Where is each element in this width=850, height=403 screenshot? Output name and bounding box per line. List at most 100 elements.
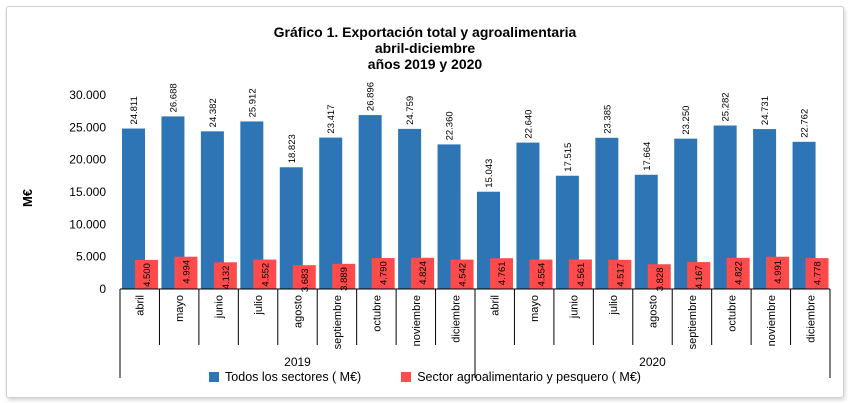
data-label-sector-agroalimentario: 4.822 xyxy=(734,261,745,285)
y-tick-label: 15.000 xyxy=(69,185,106,199)
data-label-todos-los-sectores: 17.515 xyxy=(563,143,574,172)
bar-todos-los-sectores xyxy=(674,138,698,289)
bar-sector-agroalimentario xyxy=(174,256,198,289)
category-label: junio xyxy=(214,295,226,319)
chart-title-line-2: abril-diciembre xyxy=(374,40,476,56)
bar-sector-agroalimentario xyxy=(371,258,395,289)
bar-sector-agroalimentario xyxy=(411,257,435,289)
data-label-todos-los-sectores: 22.360 xyxy=(445,111,456,140)
category-label: octubre xyxy=(726,295,738,332)
category-label: diciembre xyxy=(450,295,462,343)
bar-sector-agroalimentario xyxy=(726,257,750,289)
data-label-sector-agroalimentario: 4.167 xyxy=(694,265,705,289)
data-label-todos-los-sectores: 26.896 xyxy=(366,82,377,111)
bar-sector-agroalimentario xyxy=(647,264,671,289)
bar-sector-agroalimentario xyxy=(450,259,474,289)
category-label: mayo xyxy=(174,295,186,322)
data-label-sector-agroalimentario: 4.517 xyxy=(615,263,626,287)
bar-todos-los-sectores xyxy=(595,137,619,289)
data-label-todos-los-sectores: 23.385 xyxy=(602,105,613,134)
bar-todos-los-sectores xyxy=(792,141,816,289)
bar-todos-los-sectores xyxy=(240,121,264,289)
bar-todos-los-sectores xyxy=(753,129,777,289)
data-label-sector-agroalimentario: 4.561 xyxy=(576,263,587,287)
bar-todos-los-sectores xyxy=(398,128,422,289)
data-label-todos-los-sectores: 26.688 xyxy=(168,83,179,112)
bar-sector-agroalimentario xyxy=(213,262,237,289)
bar-sector-agroalimentario xyxy=(135,259,158,289)
y-tick-label: 30.000 xyxy=(69,88,106,102)
data-label-sector-agroalimentario: 4.132 xyxy=(221,265,232,289)
data-label-todos-los-sectores: 15.043 xyxy=(484,159,495,188)
legend-swatch-series-1 xyxy=(209,372,220,382)
bar-sector-agroalimentario xyxy=(332,263,356,289)
y-tick-label: 25.000 xyxy=(69,120,106,134)
category-label: octubre xyxy=(371,295,383,332)
y-axis-ticks: 0 5.000 10.000 15.000 20.000 25.000 30.000 xyxy=(69,88,106,296)
data-label-sector-agroalimentario: 3.828 xyxy=(655,267,666,291)
bar-sector-agroalimentario xyxy=(687,262,711,289)
legend-item-series-1: Todos los sectores ( M€) xyxy=(209,370,361,384)
bar-sector-agroalimentario xyxy=(608,259,632,289)
data-label-sector-agroalimentario: 4.554 xyxy=(536,263,547,287)
data-label-todos-los-sectores: 22.640 xyxy=(523,110,534,139)
data-label-todos-los-sectores: 23.417 xyxy=(326,105,337,134)
bar-series: 24.811 4.500 26.688 4.994 24.382 4.132 25.912 4… xyxy=(122,82,829,292)
category-label: diciembre xyxy=(805,295,817,343)
bar-sector-agroalimentario xyxy=(766,256,790,289)
data-label-sector-agroalimentario: 3.889 xyxy=(339,267,350,291)
legend-item-series-2: Sector agroalimentario y pesquero ( M€) xyxy=(401,370,641,384)
chart-title-line-3: años 2019 y 2020 xyxy=(367,56,483,72)
category-label: julio xyxy=(253,295,265,316)
category-label: septiembre xyxy=(687,295,699,349)
data-label-sector-agroalimentario: 4.994 xyxy=(181,260,192,284)
bar-todos-los-sectores xyxy=(161,116,185,289)
group-label: 2019 xyxy=(284,355,311,369)
group-label: 2020 xyxy=(639,355,666,369)
data-label-todos-los-sectores: 24.811 xyxy=(129,96,140,124)
data-label-todos-los-sectores: 17.664 xyxy=(642,142,653,171)
bar-todos-los-sectores xyxy=(358,115,382,289)
data-label-todos-los-sectores: 24.382 xyxy=(208,98,219,127)
legend-label-series-1: Todos los sectores ( M€) xyxy=(225,370,362,384)
y-axis-label: M€ xyxy=(20,189,35,207)
bar-todos-los-sectores xyxy=(437,144,461,289)
category-label: noviembre xyxy=(766,295,778,346)
y-tick-label: 0 xyxy=(99,282,106,296)
data-label-sector-agroalimentario: 4.500 xyxy=(142,263,153,287)
data-label-sector-agroalimentario: 4.991 xyxy=(773,260,784,284)
bar-sector-agroalimentario xyxy=(568,259,592,289)
category-label: junio xyxy=(569,295,581,319)
bar-todos-los-sectores xyxy=(200,131,224,289)
bar-todos-los-sectores xyxy=(122,128,145,289)
bar-sector-agroalimentario xyxy=(253,259,277,289)
bar-sector-agroalimentario xyxy=(529,259,553,289)
chart-legend: Todos los sectores ( M€) Sector agroalim… xyxy=(0,370,850,384)
bar-todos-los-sectores xyxy=(279,167,303,289)
chart-title: Gráfico 1. Exportación total y agroalime… xyxy=(0,24,850,72)
data-label-todos-los-sectores: 24.731 xyxy=(760,96,771,125)
category-label: septiembre xyxy=(332,295,344,349)
bar-todos-los-sectores xyxy=(516,142,540,289)
data-label-todos-los-sectores: 25.912 xyxy=(247,88,258,117)
data-label-sector-agroalimentario: 3.683 xyxy=(300,268,311,292)
data-label-todos-los-sectores: 24.759 xyxy=(405,96,416,125)
data-label-todos-los-sectores: 18.823 xyxy=(287,134,298,163)
y-tick-label: 20.000 xyxy=(69,153,106,167)
bar-sector-agroalimentario xyxy=(490,258,513,289)
data-label-todos-los-sectores: 22.762 xyxy=(800,109,811,138)
bar-sector-agroalimentario xyxy=(292,265,316,289)
chart-title-line-1: Gráfico 1. Exportación total y agroalime… xyxy=(273,24,577,40)
category-label: agosto xyxy=(648,295,660,328)
chart-frame xyxy=(6,6,844,398)
x-axis: abril mayo junio julio agosto septiembre octub… xyxy=(119,288,831,378)
category-label: abril xyxy=(135,295,147,316)
bar-todos-los-sectores xyxy=(634,174,658,289)
category-label: julio xyxy=(608,295,620,316)
bar-sector-agroalimentario xyxy=(805,258,829,289)
y-tick-label: 10.000 xyxy=(69,217,106,231)
category-label: abril xyxy=(490,295,502,316)
data-label-todos-los-sectores: 23.250 xyxy=(681,106,692,135)
data-label-sector-agroalimentario: 4.824 xyxy=(418,261,429,285)
